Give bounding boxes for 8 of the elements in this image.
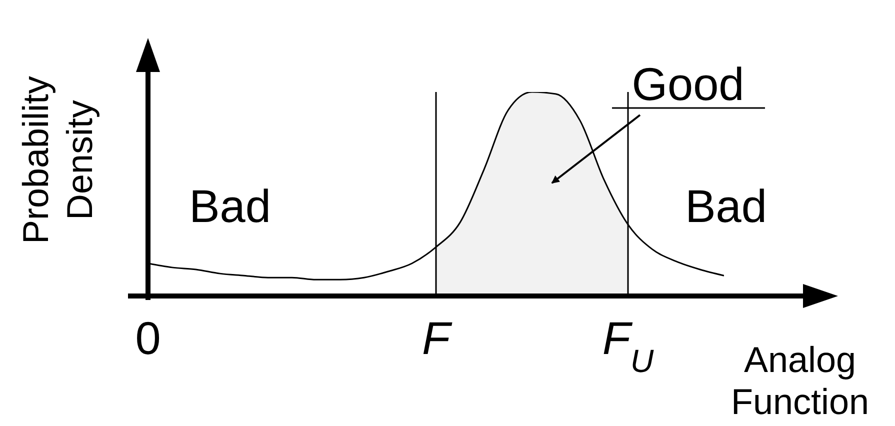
x-axis-title: Analog Function (730, 339, 870, 422)
annotation: Bad (685, 180, 767, 232)
annotation: Good (632, 58, 744, 110)
x-tick-label: F$_{U}$ (602, 312, 654, 379)
x-tick-label: F (422, 312, 453, 364)
y-axis-title: Probability Density (15, 76, 100, 244)
x-tick-label: 0 (135, 312, 161, 364)
annotation: Bad (189, 180, 271, 232)
